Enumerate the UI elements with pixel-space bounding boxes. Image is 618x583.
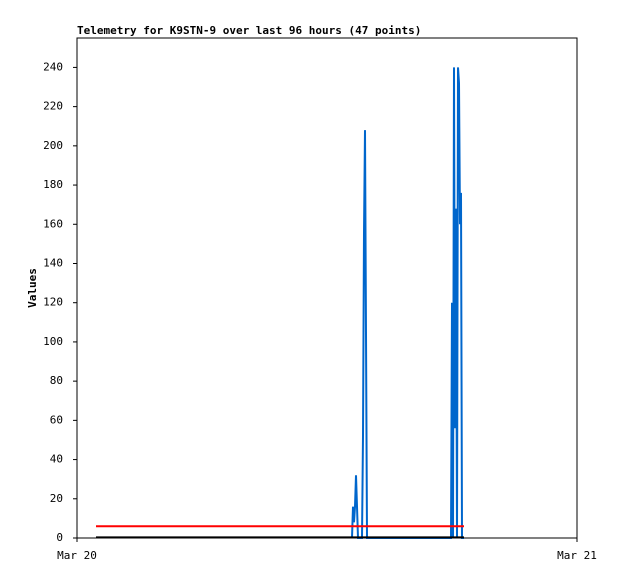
y-tick-label: 180 <box>43 178 63 191</box>
x-tick-label: Mar 20 <box>57 549 97 562</box>
y-tick-label: 220 <box>43 100 63 113</box>
y-tick-label: 0 <box>56 531 63 544</box>
y-tick-label: 40 <box>50 453 63 466</box>
y-tick-label: 80 <box>50 374 63 387</box>
chart-title: Telemetry for K9STN-9 over last 96 hours… <box>77 24 421 37</box>
y-tick-label: 20 <box>50 492 63 505</box>
y-tick-label: 200 <box>43 139 63 152</box>
x-tick-label: Mar 21 <box>557 549 597 562</box>
y-tick-label: 120 <box>43 296 63 309</box>
y-tick-label: 140 <box>43 256 63 269</box>
y-tick-label: 160 <box>43 217 63 230</box>
y-axis-label: Values <box>26 268 39 308</box>
y-tick-label: 100 <box>43 335 63 348</box>
y-tick-label: 60 <box>50 413 63 426</box>
y-tick-label: 240 <box>43 60 63 73</box>
